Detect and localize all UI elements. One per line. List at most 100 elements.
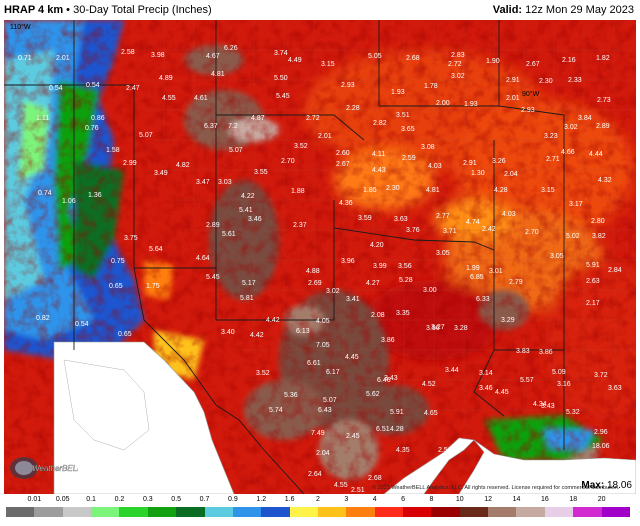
copyright-notice: © 2023 WeatherBELL Analytics, LLC. All r… xyxy=(372,485,620,491)
precip-value-label: 4.28 xyxy=(494,187,508,194)
precip-value-label: 4.45 xyxy=(345,354,359,361)
precip-value-label: 5.02 xyxy=(566,233,580,240)
precip-value-label: 1.82 xyxy=(596,55,610,62)
precip-value-label: 0.75 xyxy=(111,258,125,265)
legend-swatch xyxy=(91,507,120,517)
precip-value-label: 4.65 xyxy=(424,410,438,417)
precip-value-label: 0.54 xyxy=(49,85,63,92)
precip-value-label: 2.99 xyxy=(123,160,137,167)
legend-tick-label: 0.5 xyxy=(171,496,182,503)
precip-value-label: 5.45 xyxy=(206,274,220,281)
precip-value-label: 3.40 xyxy=(221,329,235,336)
precip-value-label: 3.29 xyxy=(501,317,515,324)
precip-value-label: 2.00 xyxy=(436,100,450,107)
precip-value-label: 2.01 xyxy=(56,55,70,62)
legend-tick-label: 8 xyxy=(429,496,434,503)
legend-tick-label: 3 xyxy=(344,496,349,503)
precip-value-label: 4.32 xyxy=(598,177,612,184)
legend-swatch xyxy=(516,507,545,517)
precip-value-label: 1.78 xyxy=(424,83,438,90)
legend-swatch xyxy=(176,507,205,517)
precip-value-label: 3.26 xyxy=(492,158,506,165)
precip-value-label: 3.82 xyxy=(592,233,606,240)
precip-value-label: 4.11 xyxy=(372,151,385,158)
legend-swatch xyxy=(232,507,262,517)
precip-value-label: 2.59 xyxy=(402,155,416,162)
precip-value-label: 2.47 xyxy=(126,85,140,92)
precip-value-label: 2.08 xyxy=(371,312,385,319)
precip-value-label: 4.67 xyxy=(206,53,220,60)
legend-tick-label: 0.01 xyxy=(27,496,42,503)
precip-map[interactable]: 0.71 2.01 2.58 3.98 4.67 6.26 3.74 4.49 3.15 5.05… xyxy=(4,20,636,494)
precip-value-label: 7.49 xyxy=(311,430,325,437)
precip-value-label: 2.79 xyxy=(509,279,523,286)
precip-value-label: 3.01 xyxy=(489,268,503,275)
precip-value-label: 3.00 xyxy=(423,287,437,294)
model-name: HRAP 4 km xyxy=(4,4,64,16)
valid-label: Valid: xyxy=(492,4,523,16)
precip-value-label: 2.17 xyxy=(586,300,600,307)
legend-tick-label: 12 xyxy=(484,496,493,503)
precip-value-label: 2.89 xyxy=(206,222,220,229)
precip-value-label: 4.82 xyxy=(176,162,190,169)
precip-value-label: 6.43 xyxy=(318,407,332,414)
legend-swatch xyxy=(6,507,35,517)
precip-value-label: 3.86 xyxy=(539,349,553,356)
precip-value-label: 0.72 xyxy=(133,425,147,432)
product-name: 30-Day Total Precip (Inches) xyxy=(73,4,212,16)
precip-value-label: 2.04 xyxy=(504,171,518,178)
precip-value-label: 2.72 xyxy=(306,115,320,122)
precip-value-label: 3.52 xyxy=(256,370,270,377)
precip-value-label: 2.51 xyxy=(438,447,452,454)
map-title: HRAP 4 km • 30-Day Total Precip (Inches) xyxy=(4,4,212,16)
precip-value-label: 3.17 xyxy=(569,201,583,208)
legend-swatch xyxy=(62,507,92,517)
legend-tick-label: 18 xyxy=(569,496,578,503)
precip-value-label: 3.63 xyxy=(608,385,622,392)
value-labels: 0.71 2.01 2.58 3.98 4.67 6.26 3.744.49 3.15 5.05… xyxy=(18,45,622,494)
precip-value-label: 2.16 xyxy=(562,57,576,64)
lon-110w-label: 110°W xyxy=(10,23,31,31)
precip-value-label: 4.36 xyxy=(339,200,353,207)
precip-value-label: 3.51 xyxy=(396,112,410,119)
precip-value-label: 2.93 xyxy=(341,82,355,89)
precip-value-label: 3.99 xyxy=(373,263,387,270)
precip-value-label: 5.07 xyxy=(323,397,337,404)
legend-tick-label: 0.7 xyxy=(199,496,210,503)
precip-value-label: 0.86 xyxy=(91,115,105,122)
precip-value-label: 2.91 xyxy=(463,160,477,167)
map-canvas: 0.71 2.01 2.58 3.98 4.67 6.26 3.744.49 3.15 5.05… xyxy=(4,20,636,494)
precip-value-label: 4.42 xyxy=(266,317,280,324)
legend-tick-label: 14 xyxy=(512,496,521,503)
precip-value-label: 2.42 xyxy=(482,226,496,233)
precip-value-label: 3.96 xyxy=(341,258,355,265)
precip-value-label: 2.77 xyxy=(436,213,450,220)
precip-value-label: 4.20 xyxy=(370,242,384,249)
precip-value-label: 4.81 xyxy=(426,187,440,194)
legend-swatch xyxy=(289,507,318,517)
precip-value-label: 0.76 xyxy=(85,125,99,132)
legend-swatch xyxy=(346,507,375,517)
precip-value-label: 5.91 xyxy=(586,262,600,269)
precip-value-label: 2.58 xyxy=(121,49,135,56)
precip-value-label: 2.64 xyxy=(308,471,322,478)
legend-tick-label: 0.3 xyxy=(142,496,153,503)
precip-value-label: 4.03 xyxy=(428,163,442,170)
precip-value-label: 3.35 xyxy=(396,310,410,317)
precip-value-label: 0.65 xyxy=(109,283,123,290)
precip-value-label: 4.44 xyxy=(589,151,603,158)
legend-swatch xyxy=(317,507,347,517)
precip-value-label: 5.64 xyxy=(149,246,163,253)
legend-tick-label: 0.9 xyxy=(228,496,238,503)
precip-value-label: 2.28 xyxy=(346,105,360,112)
precip-value-label: 4.66 xyxy=(561,149,575,156)
precip-value-label: 4.45 xyxy=(495,389,509,396)
precip-value-label: 6.46 xyxy=(377,377,391,384)
precip-value-label: 5.81 xyxy=(240,295,254,302)
precip-value-label: 2.70 xyxy=(281,158,295,165)
precip-value-label: 2.89 xyxy=(596,123,610,130)
precip-value-label: 1.75 xyxy=(146,283,160,290)
precip-value-label: 3.02 xyxy=(564,124,578,131)
precip-value-label: 4.87 xyxy=(251,115,265,122)
precip-value-label: 2.72 xyxy=(448,61,462,68)
